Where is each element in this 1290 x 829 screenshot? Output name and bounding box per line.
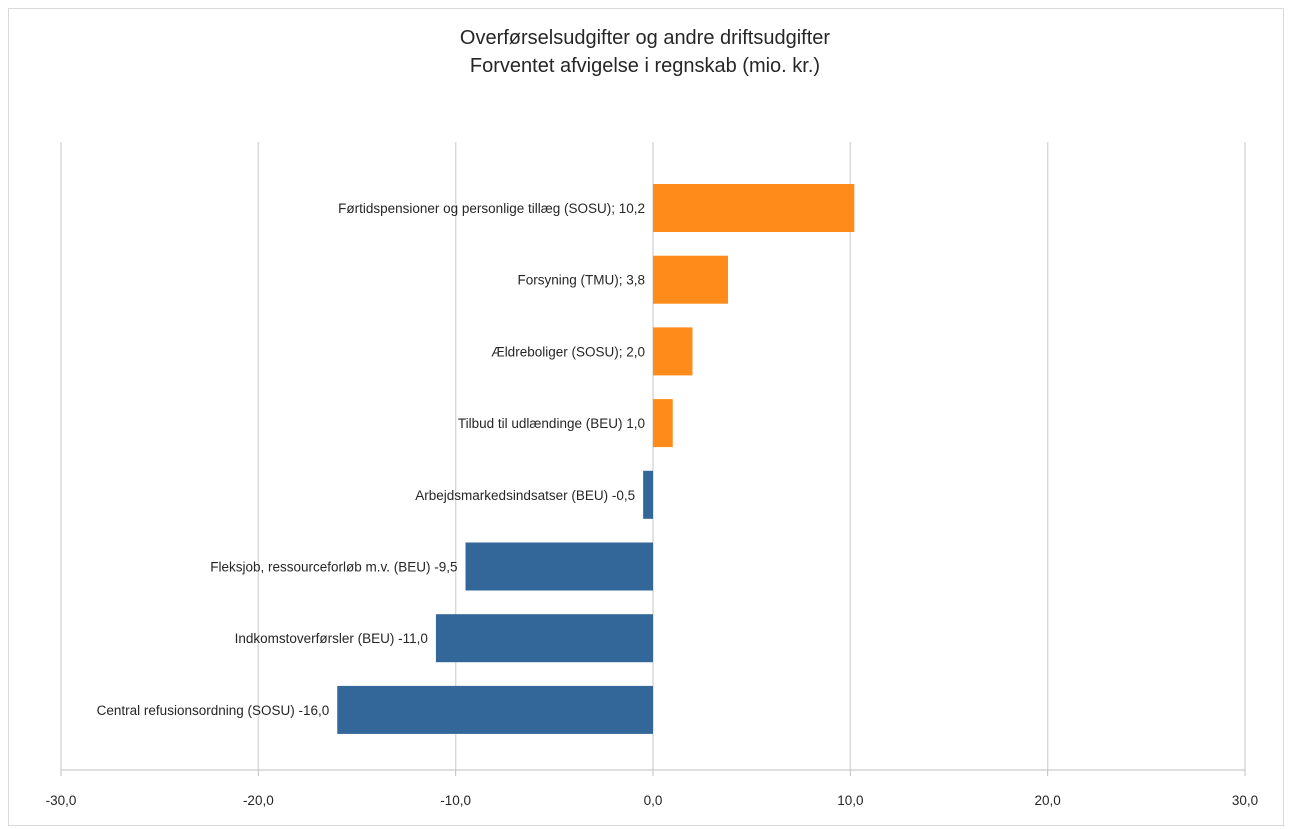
category-label: Fleksjob, ressourceforløb m.v. (BEU) -9,… <box>210 560 457 575</box>
x-tick-label: 10,0 <box>837 793 863 808</box>
x-tick-label: -20,0 <box>243 793 274 808</box>
bar <box>653 327 693 376</box>
category-label: Førtidspensioner og personlige tillæg (S… <box>338 201 645 216</box>
category-label: Central refusionsordning (SOSU) -16,0 <box>97 703 330 718</box>
x-tick-label: 20,0 <box>1035 793 1061 808</box>
x-tick-label: 30,0 <box>1232 793 1258 808</box>
category-label: Ældreboliger (SOSU); 2,0 <box>491 344 645 359</box>
bar <box>653 255 728 304</box>
bar <box>643 470 653 519</box>
chart-subtitle: Forventet afvigelse i regnskab (mio. kr.… <box>469 55 821 77</box>
x-tick-label: -10,0 <box>440 793 471 808</box>
bar <box>465 542 653 591</box>
chart-title: Overførselsudgifter og andre driftsudgif… <box>459 27 831 49</box>
category-label: Arbejdsmarkedsindsatser (BEU) -0,5 <box>415 488 635 503</box>
category-label: Indkomstoverførsler (BEU) -11,0 <box>235 631 428 646</box>
x-tick-label: -30,0 <box>46 793 77 808</box>
bar <box>337 685 653 734</box>
x-tick-label: 0,0 <box>644 793 663 808</box>
bar <box>653 399 673 448</box>
bar <box>653 184 855 232</box>
bar <box>435 614 653 663</box>
category-label: Forsyning (TMU); 3,8 <box>517 273 645 288</box>
category-label: Tilbud til udlændinge (BEU) 1,0 <box>458 416 645 431</box>
